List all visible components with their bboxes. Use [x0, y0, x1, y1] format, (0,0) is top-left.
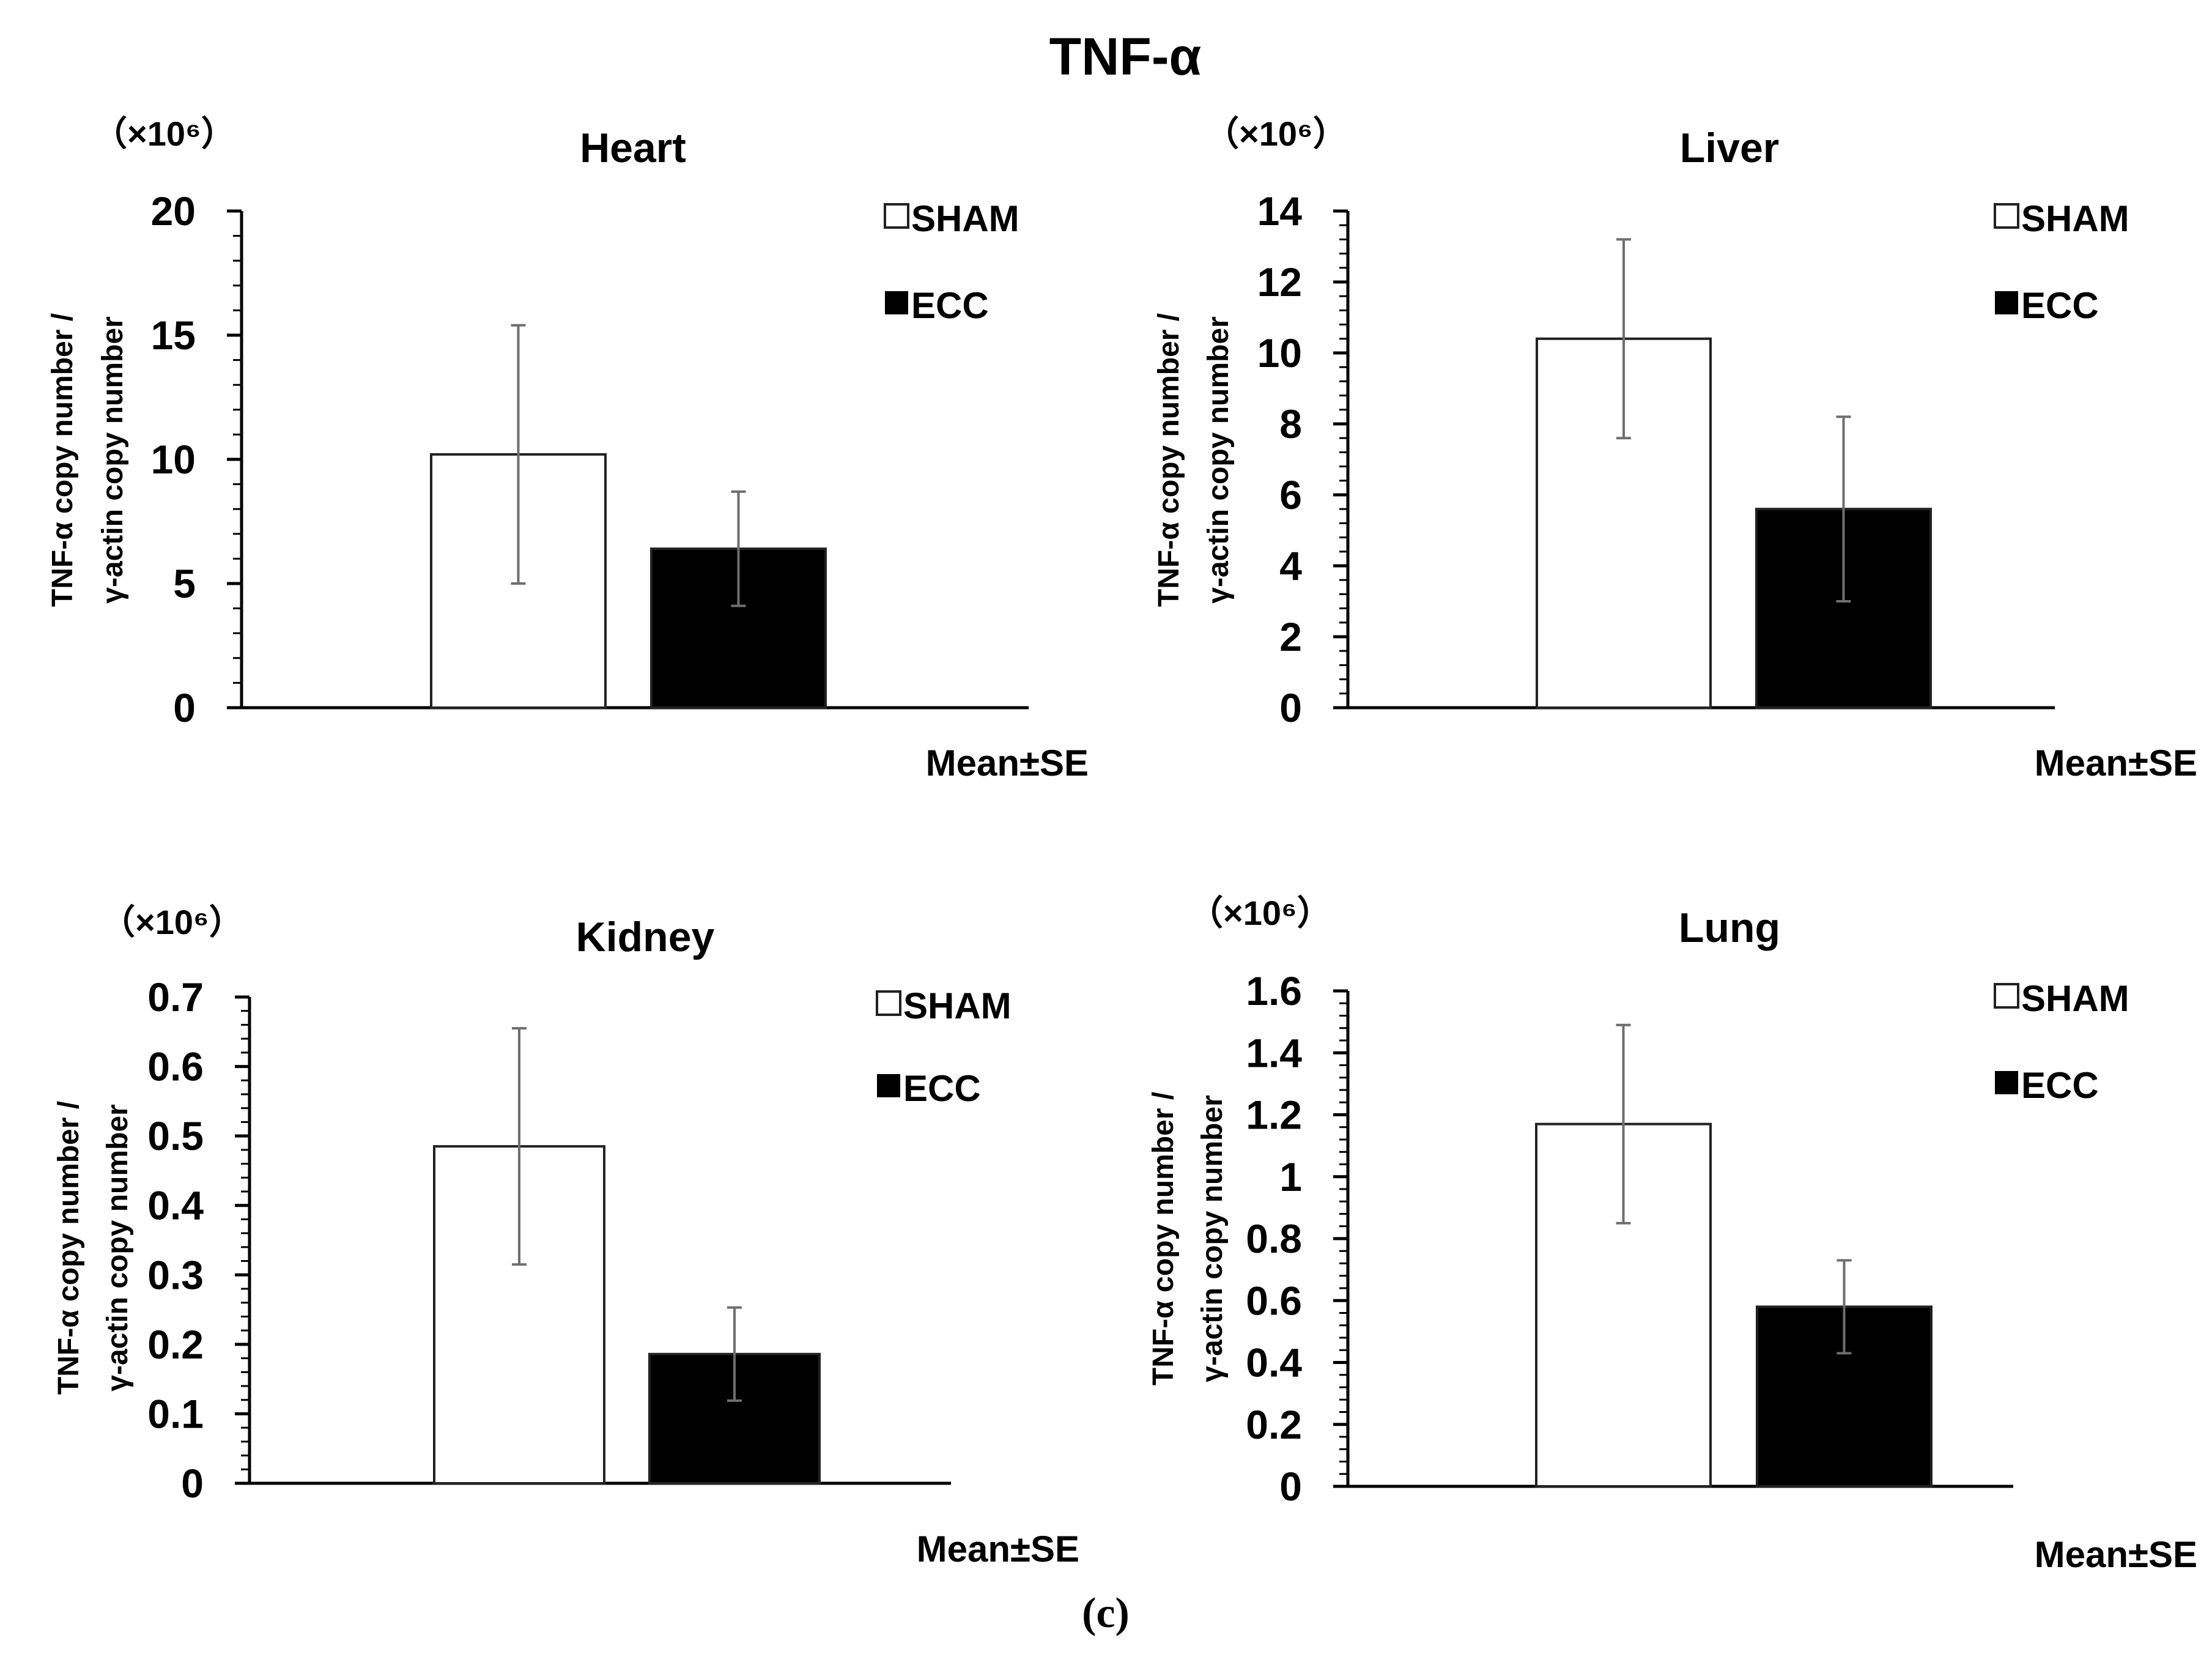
y-tick-label: 0.1 [147, 1391, 204, 1436]
figure-sublabel: (c) [1082, 1590, 1130, 1637]
scale-label: （×10⁶） [101, 903, 243, 941]
y-tick-label: 5 [173, 561, 196, 606]
legend-sham-label: SHAM [2021, 978, 2129, 1019]
scale-label: （×10⁶） [1189, 894, 1331, 932]
lung-panel: Lung （×10⁶） TNF-α copy number / γ-actin cop… [1147, 894, 2197, 1575]
y-tick-label: 4 [1279, 543, 1302, 588]
y-tick-label: 14 [1257, 188, 1303, 234]
kidney-panel: Kidney （×10⁶） TNF-α copy number / γ-actin c… [53, 903, 1079, 1570]
legend-ecc-label: ECC [903, 1068, 981, 1109]
y-tick-label: 0.2 [1246, 1402, 1302, 1447]
y-tick-label: 12 [1257, 259, 1302, 305]
y-axis-label-line1: TNF-α copy number / [46, 313, 79, 607]
figure-title: TNF-α [1049, 28, 1202, 86]
legend-ecc-swatch [1995, 1071, 2018, 1094]
y-tick-label: 1 [1279, 1154, 1302, 1199]
y-tick-label: 0.8 [1246, 1216, 1302, 1261]
y-tick-label: 8 [1279, 401, 1302, 447]
y-tick-label: 0.4 [1246, 1340, 1302, 1385]
panel-title: Kidney [576, 914, 715, 960]
y-axis-label-line1: TNF-α copy number / [1147, 1092, 1180, 1385]
legend-sham-swatch [876, 990, 901, 1016]
legend-sham-swatch [1994, 203, 2019, 229]
legend-ecc-label: ECC [2021, 1065, 2099, 1106]
scale-label: （×10⁶） [93, 114, 235, 153]
scale-label: （×10⁶） [1205, 114, 1347, 153]
y-tick-label: 0.4 [147, 1183, 204, 1228]
y-axis-label-line2: γ-actin copy number [1196, 1095, 1229, 1382]
legend-ecc-swatch [1995, 291, 2018, 314]
y-tick-label: 0 [181, 1461, 204, 1506]
y-axis-label-line2: γ-actin copy number [1202, 316, 1235, 603]
panel-title: Liver [1680, 125, 1780, 171]
liver-panel: Liver （×10⁶） TNF-α copy number / γ-actin co… [1153, 114, 2197, 784]
mean-se-note: Mean±SE [2035, 1534, 2197, 1575]
y-tick-label: 20 [151, 188, 196, 234]
heart-panel: Heart （×10⁶） TNF-α copy number / γ-actin co… [46, 114, 1089, 784]
y-tick-label: 0.7 [147, 974, 204, 1020]
y-tick-label: 15 [151, 313, 196, 358]
panel-title: Lung [1679, 905, 1780, 951]
mean-se-note: Mean±SE [926, 743, 1089, 784]
y-tick-label: 6 [1279, 472, 1302, 517]
y-tick-label: 1.2 [1246, 1092, 1302, 1138]
y-axis-label-line1: TNF-α copy number / [53, 1101, 85, 1395]
y-tick-label: 0.6 [147, 1044, 204, 1089]
y-axis-label-line2: γ-actin copy number [102, 1104, 134, 1391]
y-tick-label: 0.6 [1246, 1278, 1302, 1323]
legend-ecc-swatch [885, 291, 908, 314]
y-tick-label: 0 [1279, 1464, 1302, 1509]
y-tick-label: 0.3 [147, 1252, 204, 1297]
y-tick-label: 0.5 [147, 1113, 204, 1158]
y-tick-label: 10 [1257, 330, 1302, 376]
y-tick-label: 1.4 [1246, 1030, 1302, 1075]
legend-sham-swatch [884, 203, 909, 229]
legend-sham-label: SHAM [903, 985, 1012, 1026]
y-tick-label: 1.6 [1246, 968, 1302, 1014]
y-tick-label: 0 [173, 685, 196, 730]
mean-se-note: Mean±SE [917, 1529, 1079, 1570]
legend-sham-label: SHAM [2021, 198, 2129, 239]
legend-ecc-swatch [877, 1074, 900, 1097]
mean-se-note: Mean±SE [2035, 743, 2197, 784]
legend-ecc-label: ECC [2021, 285, 2099, 326]
legend-sham-label: SHAM [911, 198, 1019, 239]
y-axis-label-line2: γ-actin copy number [97, 316, 129, 603]
y-tick-label: 0.2 [147, 1322, 204, 1367]
y-tick-label: 0 [1279, 685, 1302, 730]
legend-sham-swatch [1994, 983, 2019, 1009]
panel-title: Heart [580, 125, 686, 171]
y-tick-label: 10 [151, 437, 196, 482]
legend-ecc-label: ECC [911, 285, 989, 326]
y-axis-label-line1: TNF-α copy number / [1153, 313, 1185, 607]
y-tick-label: 2 [1279, 614, 1302, 659]
